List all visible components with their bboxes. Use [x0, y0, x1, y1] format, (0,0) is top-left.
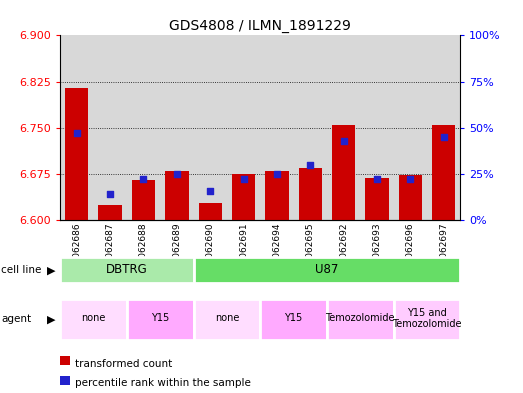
Text: none: none [81, 313, 106, 323]
Bar [194, 299, 260, 340]
Point [373, 176, 381, 183]
Bar [260, 35, 293, 220]
Bar [60, 257, 194, 283]
Bar [360, 35, 393, 220]
Point [173, 171, 181, 177]
Bar [260, 299, 327, 340]
Text: cell line: cell line [1, 265, 41, 275]
Point [73, 130, 81, 136]
Bar [399, 175, 422, 220]
Bar [394, 35, 427, 220]
Point [272, 171, 281, 177]
Bar [132, 180, 155, 220]
Bar [98, 205, 122, 220]
Bar [94, 35, 127, 220]
Bar [232, 174, 255, 220]
Text: Y15: Y15 [151, 313, 169, 323]
Bar [60, 299, 127, 340]
Bar [160, 35, 194, 220]
Bar [227, 35, 260, 220]
Bar [293, 35, 327, 220]
Bar [299, 168, 322, 220]
Text: ▶: ▶ [47, 314, 55, 324]
Text: DBTRG: DBTRG [106, 263, 147, 276]
Bar [60, 35, 94, 220]
Text: percentile rank within the sample: percentile rank within the sample [75, 378, 251, 388]
Point [306, 162, 314, 168]
Text: ▶: ▶ [47, 265, 55, 275]
Bar [365, 178, 389, 220]
Bar [332, 125, 355, 220]
Bar [327, 299, 393, 340]
Point [240, 176, 248, 183]
Bar [165, 171, 188, 220]
Bar [327, 35, 360, 220]
Title: GDS4808 / ILMN_1891229: GDS4808 / ILMN_1891229 [169, 19, 351, 33]
Bar [194, 35, 227, 220]
Point [406, 176, 414, 183]
Bar [127, 35, 160, 220]
Bar [394, 299, 460, 340]
Text: Y15 and
Temozolomide: Y15 and Temozolomide [392, 308, 462, 329]
Text: Temozolomide: Temozolomide [325, 313, 395, 323]
Text: U87: U87 [315, 263, 338, 276]
Point [206, 187, 214, 194]
Bar [427, 35, 460, 220]
Text: Y15: Y15 [285, 313, 303, 323]
Text: agent: agent [1, 314, 31, 324]
Bar [127, 299, 194, 340]
Bar [432, 125, 455, 220]
Text: none: none [214, 313, 239, 323]
Point [339, 138, 348, 144]
Text: transformed count: transformed count [75, 358, 172, 369]
Bar [65, 88, 88, 220]
Bar [199, 203, 222, 220]
Point [106, 191, 115, 197]
Bar [194, 257, 460, 283]
Bar [265, 171, 289, 220]
Point [139, 176, 147, 183]
Point [439, 134, 448, 140]
